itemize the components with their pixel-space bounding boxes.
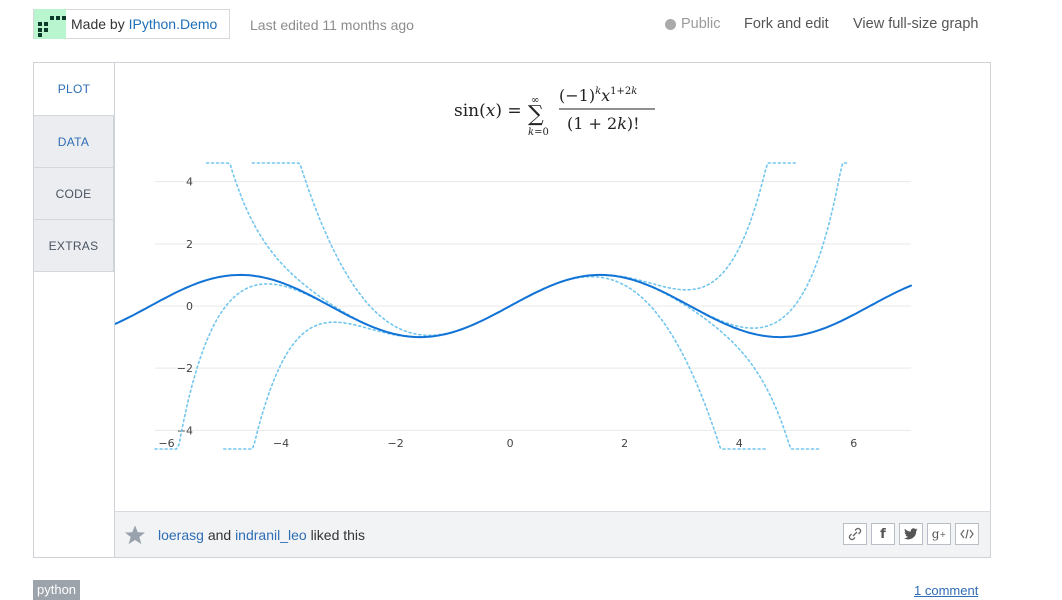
title-numerator: (−1)kx1+2k [559,86,637,105]
likes-bar: loerasg and indranil_leo liked this f g + [114,511,990,557]
likes-and: and [207,526,232,543]
x-tick-label: −6 [158,437,174,450]
tab-plot[interactable]: PLOT [34,63,114,116]
y-tick-label: 0 [186,300,193,313]
tab-extras[interactable]: EXTRAS [34,220,114,272]
series-line-sin [114,273,912,339]
x-tick-label: −2 [387,437,403,450]
tab-code[interactable]: CODE [34,168,114,220]
globe-icon [665,18,676,30]
plotly-logo-icon [34,9,66,39]
y-tick-label: 4 [186,176,193,189]
x-tick-label: 0 [507,437,514,450]
y-tick-label: −2 [177,362,193,375]
chart-title: sin(x) = ∞ ∑ k=0 (−1)kx1+2k (1 + 2k)! [454,86,655,138]
view-full-size-link[interactable]: View full-size graph [853,16,979,32]
twitter-icon[interactable] [899,523,923,545]
x-tick-label: 6 [850,437,857,450]
title-sum-upper: ∞ [531,95,539,106]
facebook-icon[interactable]: f [871,523,895,545]
x-tick-label: 4 [736,437,743,450]
y-tick-label: −4 [177,424,193,437]
x-tick-label: 2 [621,437,628,450]
title-sum-lower: k=0 [528,127,549,138]
embed-icon[interactable] [955,523,979,545]
star-icon[interactable] [124,524,146,546]
made-by-text: Made by IPython.Demo [71,16,217,32]
google-plus-icon[interactable]: g + [927,523,951,545]
tab-data[interactable]: DATA [34,116,114,168]
likes-text: loerasg and indranil_leo liked this [158,527,365,543]
title-sum-symbol: ∑ [528,102,544,127]
title-denominator: (1 + 2k)! [567,114,640,133]
liker-link-1[interactable]: loerasg [158,526,204,543]
series-line-taylor-3 [223,162,798,450]
link-icon[interactable] [843,523,867,545]
plot-area: sin(x) = ∞ ∑ k=0 (−1)kx1+2k (1 + 2k)! 4 2… [114,63,990,514]
tab-list: PLOT DATA CODE EXTRAS [34,63,114,272]
comments-link[interactable]: 1 comment [914,583,979,598]
python-tag[interactable]: python [33,580,81,600]
last-edited: Last edited 11 months ago [250,17,414,33]
x-tick-label: −4 [273,437,289,450]
liker-link-2[interactable]: indranil_leo [235,526,307,543]
y-tick-label: 2 [186,238,193,251]
graph-panel: PLOT DATA CODE EXTRAS sin(x) = ∞ ∑ k=0 (… [33,62,991,558]
share-buttons: f g + [843,523,979,545]
fork-and-edit-link[interactable]: Fork and edit [744,16,829,32]
title-sin-lhs: sin(x) = [454,101,522,121]
public-status[interactable]: Public [665,16,721,32]
author-link[interactable]: IPython.Demo [128,16,218,32]
made-by-badge[interactable]: Made by IPython.Demo [33,9,230,39]
likes-suffix: liked this [310,526,366,543]
made-by-prefix: Made by [71,16,125,32]
public-label: Public [681,16,721,32]
sine-series-chart: sin(x) = ∞ ∑ k=0 (−1)kx1+2k (1 + 2k)! 4 2… [114,86,912,450]
series-lines [114,162,912,450]
